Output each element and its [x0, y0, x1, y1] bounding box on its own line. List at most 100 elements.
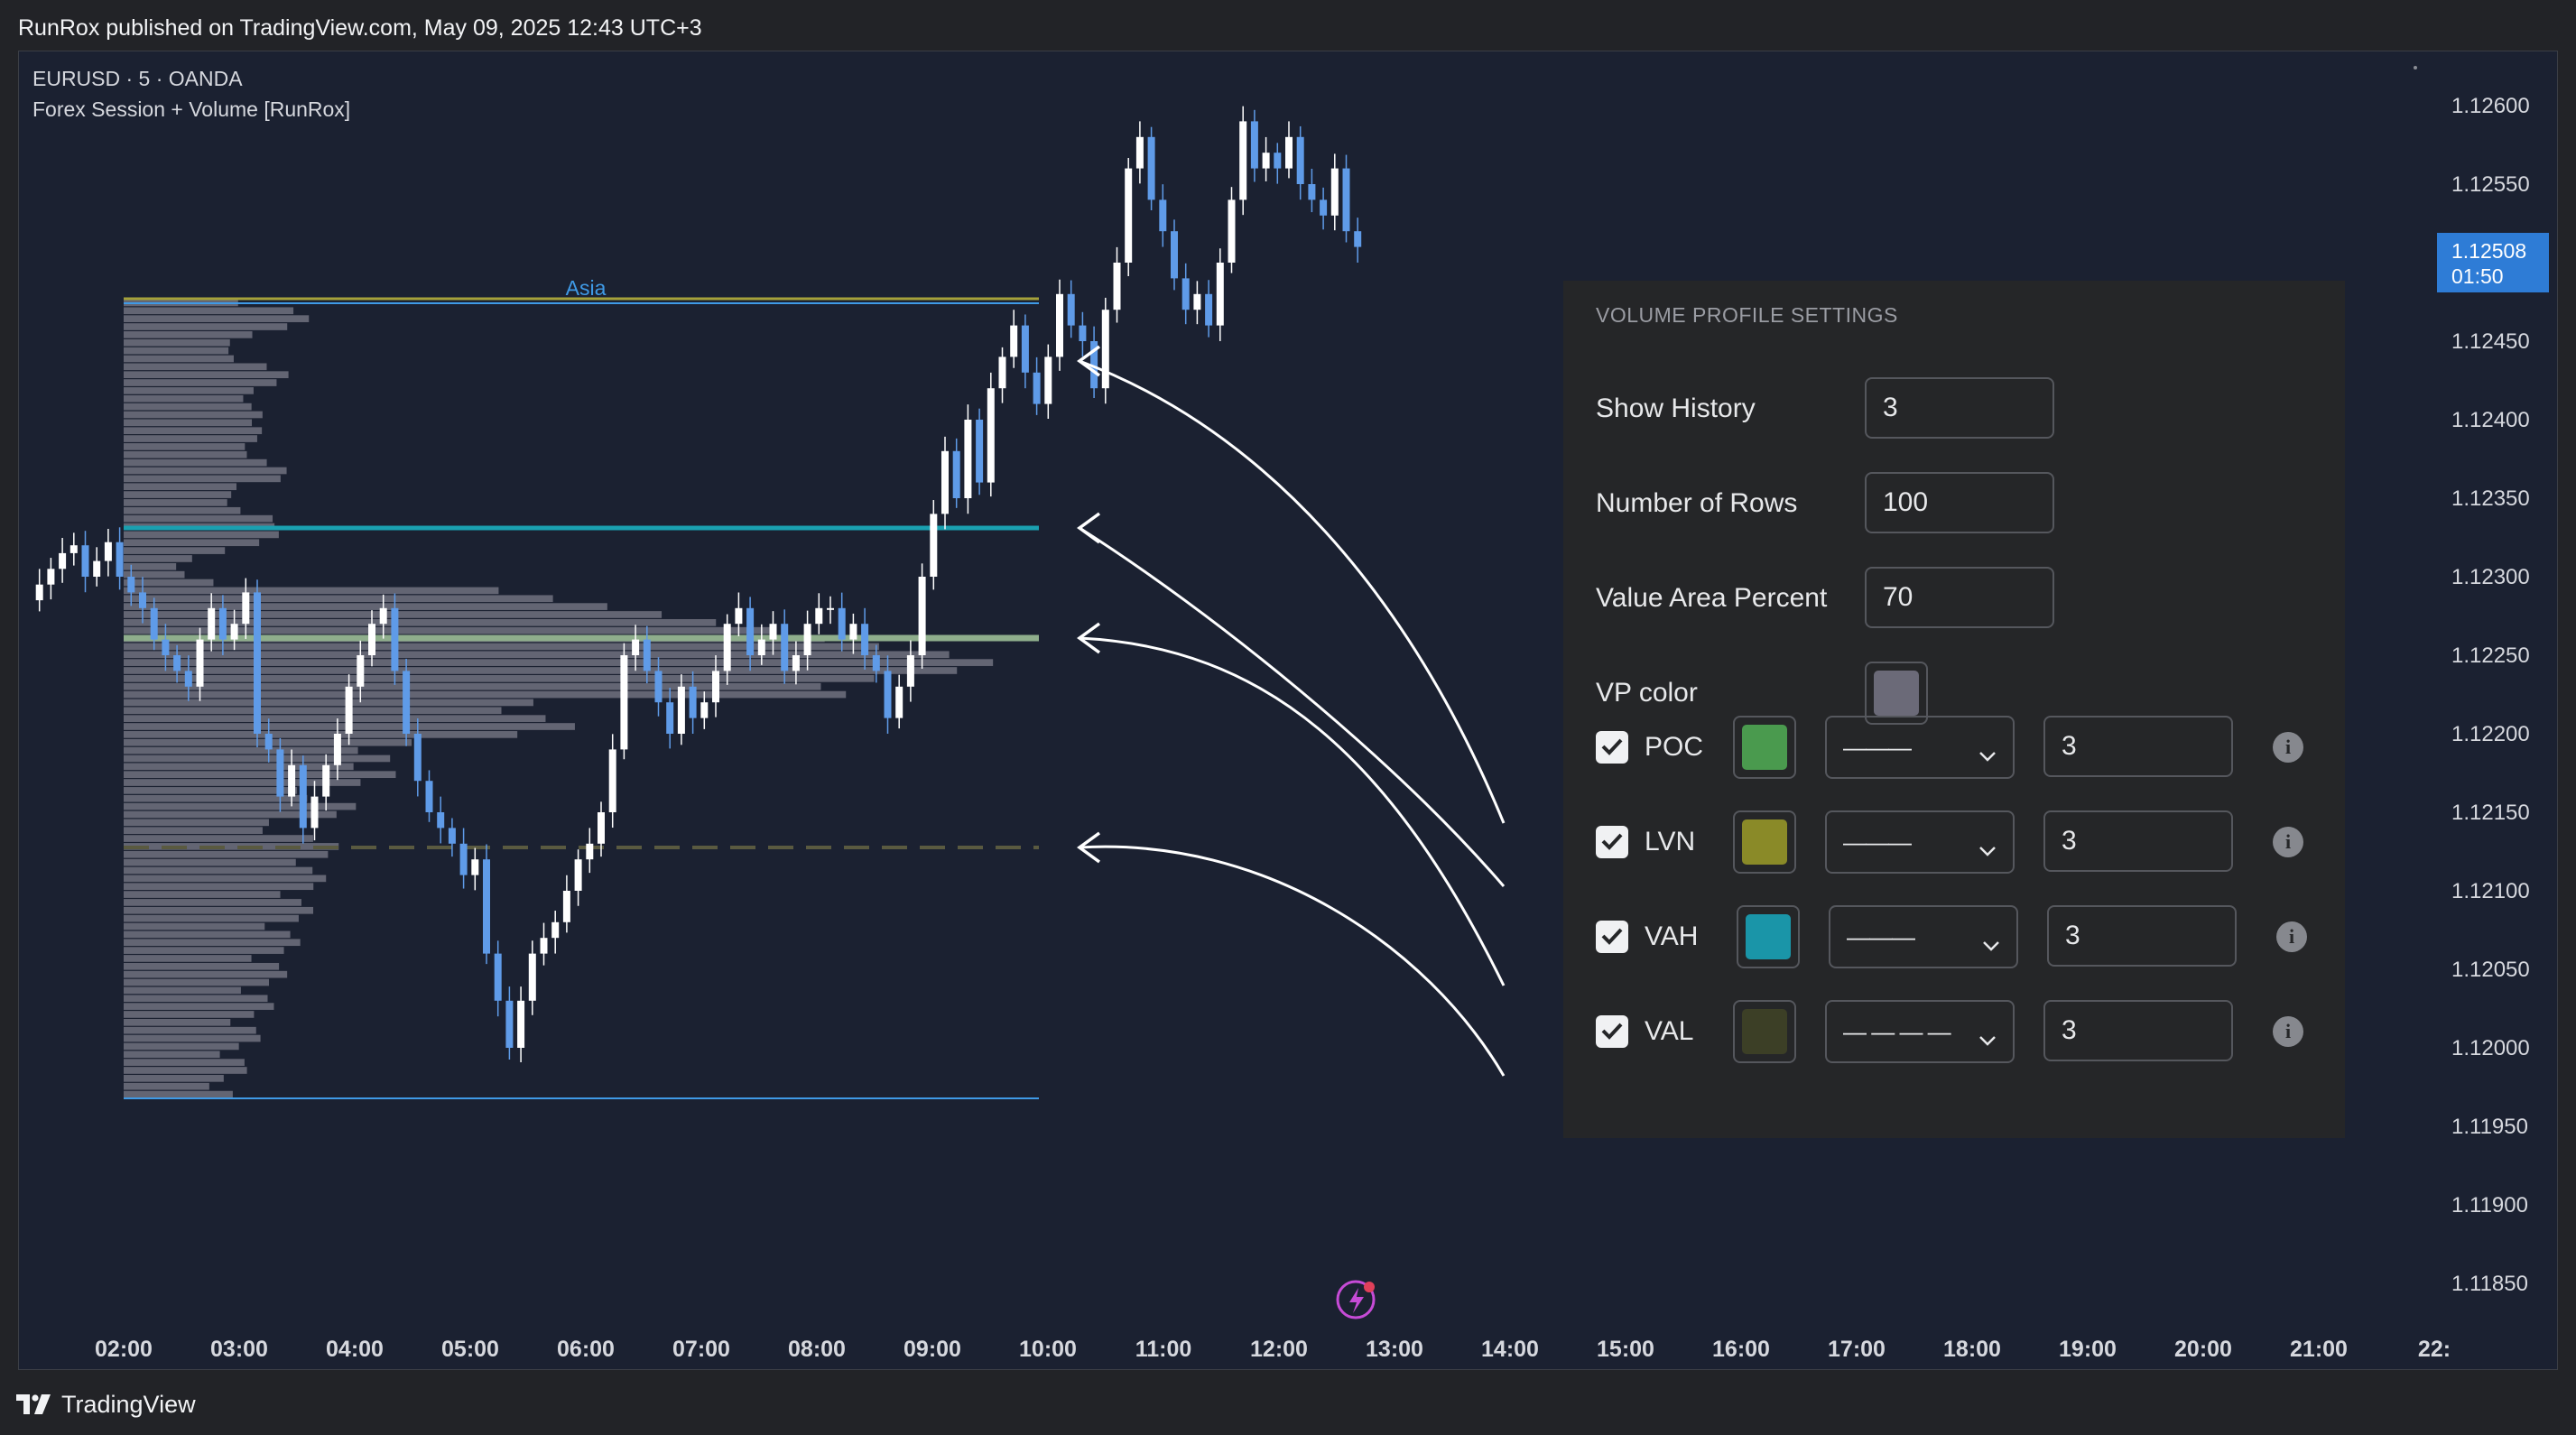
candle	[448, 818, 456, 857]
number-of-rows-input[interactable]	[1865, 472, 2054, 533]
candle-body	[254, 592, 261, 734]
lvn-checkbox[interactable]	[1596, 826, 1628, 858]
volume-row	[124, 682, 821, 690]
candle	[757, 624, 765, 665]
checkmark-icon	[1601, 1023, 1623, 1040]
info-icon[interactable]: i	[2273, 1016, 2303, 1047]
candle	[964, 404, 972, 514]
volume-row	[124, 315, 310, 322]
price-label: 1.12350	[2451, 486, 2530, 511]
show-history-input[interactable]	[1865, 377, 2054, 439]
val-color-swatch[interactable]	[1733, 1000, 1796, 1063]
candle	[1067, 280, 1075, 338]
vah-color-swatch[interactable]	[1737, 905, 1800, 968]
candle-body	[322, 764, 330, 797]
volume-row	[124, 675, 875, 682]
candle	[1216, 248, 1224, 341]
info-icon[interactable]: i	[2276, 921, 2307, 952]
candle-body	[654, 671, 663, 703]
lvn-color-swatch[interactable]	[1733, 810, 1796, 874]
time-label: 06:00	[557, 1337, 615, 1362]
volume-row	[124, 355, 234, 363]
candle-body	[299, 764, 307, 829]
info-icon[interactable]: i	[2273, 732, 2303, 763]
volume-row	[124, 827, 263, 835]
volume-row	[124, 810, 337, 819]
info-icon[interactable]: i	[2273, 827, 2303, 857]
volume-row	[124, 443, 246, 450]
vp-color-fill	[1874, 671, 1919, 716]
bar-countdown: 01:50	[2451, 264, 2504, 288]
candle	[139, 577, 146, 624]
volume-row	[124, 338, 230, 347]
volume-row	[124, 906, 314, 914]
candle	[505, 986, 514, 1060]
candle-body	[1239, 121, 1247, 200]
candle	[1056, 279, 1063, 371]
candle	[413, 718, 422, 797]
candle-body	[116, 542, 124, 577]
vah-width-input[interactable]	[2047, 905, 2237, 967]
candle-body	[528, 953, 536, 1001]
candle-body	[1228, 199, 1236, 263]
settings-title: VOLUME PROFILE SETTINGS	[1596, 303, 1898, 327]
poc-line-style-select[interactable]: ———	[1825, 716, 2015, 779]
price-label: 1.12150	[2451, 801, 2530, 825]
candle-body	[632, 639, 640, 655]
candle-body	[81, 545, 89, 577]
candle	[792, 641, 800, 685]
vp-color-swatch[interactable]	[1865, 662, 1928, 725]
val-checkbox[interactable]	[1596, 1015, 1628, 1048]
volume-row	[124, 858, 296, 866]
candle-body	[437, 812, 445, 829]
candle-body	[861, 624, 869, 655]
poc-checkbox[interactable]	[1596, 731, 1628, 764]
price-chart[interactable]: Asia 1.12600 1.12550 1.12450 1.12400 1.12350…	[19, 51, 2558, 1370]
candle	[208, 593, 216, 652]
candle-body	[276, 749, 284, 797]
candle	[998, 347, 1006, 403]
poc-width-input[interactable]	[2043, 716, 2233, 777]
candle	[391, 593, 399, 685]
candle-body	[700, 702, 709, 718]
volume-row	[124, 626, 771, 634]
volume-row	[124, 331, 253, 338]
candle-body	[345, 686, 353, 734]
candlesticks[interactable]	[35, 106, 1362, 1062]
lvn-width-input[interactable]	[2043, 810, 2233, 872]
volume-row	[124, 595, 553, 603]
poc-color-swatch[interactable]	[1733, 716, 1796, 779]
vah-line-style-select[interactable]: ———	[1829, 905, 2018, 968]
value-area-percent-input[interactable]	[1865, 567, 2054, 628]
vah-checkbox[interactable]	[1596, 921, 1628, 953]
time-label: 02:00	[95, 1337, 153, 1362]
val-width-input[interactable]	[2043, 1000, 2233, 1061]
volume-row	[124, 1075, 224, 1082]
tradingview-logo[interactable]: TradingView	[16, 1388, 196, 1421]
checkmark-icon	[1601, 833, 1623, 850]
val-line-style-select[interactable]: — — — —	[1825, 1000, 2015, 1063]
candle	[1296, 125, 1304, 200]
price-label: 1.12550	[2451, 172, 2530, 197]
volume-row	[124, 499, 227, 506]
lvn-line-style-select[interactable]: ———	[1825, 810, 2015, 874]
candle-body	[448, 828, 456, 844]
volume-row	[124, 539, 260, 547]
candle	[173, 644, 181, 683]
candle	[906, 640, 914, 702]
symbol-info[interactable]: EURUSD · 5 · OANDA	[32, 67, 243, 90]
indicator-title[interactable]: Forex Session + Volume [RunRox]	[32, 97, 351, 121]
volume-row	[124, 746, 358, 755]
candle-body	[1296, 136, 1304, 184]
volume-row	[124, 570, 185, 579]
volume-row	[124, 514, 273, 523]
candle	[689, 671, 697, 734]
volume-row	[124, 435, 257, 442]
chart-legend[interactable]: EURUSD · 5 · OANDA Forex Session + Volum…	[32, 63, 350, 125]
candle	[357, 640, 365, 703]
candle	[425, 770, 433, 822]
time-label: 07:00	[672, 1337, 730, 1362]
candle-body	[127, 577, 135, 593]
volume-row	[124, 922, 265, 930]
candle	[677, 674, 685, 745]
